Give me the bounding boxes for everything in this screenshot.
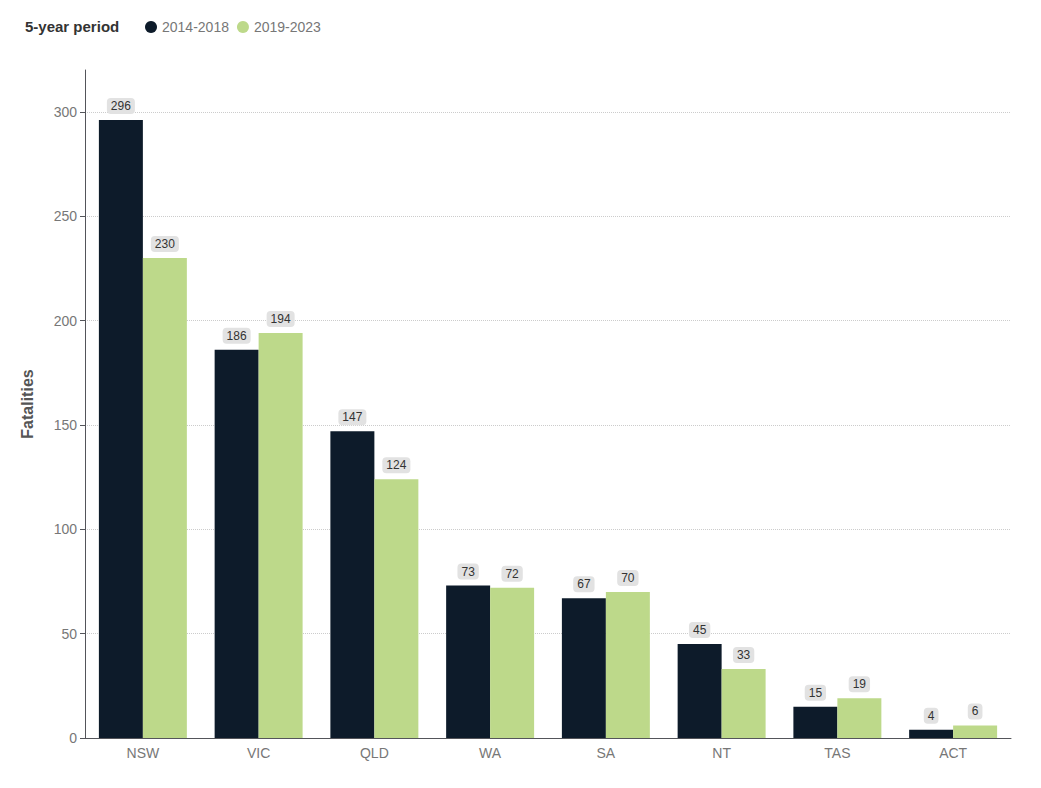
svg-text:2019-2023: 2019-2023 — [254, 19, 321, 35]
svg-text:296: 296 — [111, 99, 131, 113]
svg-text:VIC: VIC — [247, 745, 270, 761]
svg-text:45: 45 — [693, 623, 707, 637]
svg-text:6: 6 — [972, 704, 979, 718]
svg-text:ACT: ACT — [939, 745, 967, 761]
svg-text:4: 4 — [928, 709, 935, 723]
svg-text:NSW: NSW — [127, 745, 160, 761]
svg-text:33: 33 — [737, 648, 751, 662]
svg-text:186: 186 — [227, 329, 247, 343]
svg-text:250: 250 — [54, 208, 78, 224]
svg-text:124: 124 — [386, 458, 406, 472]
svg-text:67: 67 — [577, 577, 591, 591]
svg-text:5-year period: 5-year period — [25, 18, 119, 35]
svg-text:194: 194 — [271, 312, 291, 326]
svg-text:NT: NT — [712, 745, 731, 761]
svg-text:147: 147 — [342, 410, 362, 424]
svg-text:TAS: TAS — [824, 745, 850, 761]
svg-text:100: 100 — [54, 521, 78, 537]
svg-text:WA: WA — [479, 745, 502, 761]
svg-text:70: 70 — [621, 571, 635, 585]
svg-text:QLD: QLD — [360, 745, 389, 761]
svg-text:72: 72 — [505, 567, 519, 581]
svg-text:50: 50 — [61, 626, 77, 642]
svg-text:300: 300 — [54, 104, 78, 120]
svg-text:Fatalities: Fatalities — [19, 369, 36, 438]
svg-text:200: 200 — [54, 313, 78, 329]
svg-text:15: 15 — [809, 686, 823, 700]
svg-text:73: 73 — [461, 565, 475, 579]
svg-text:150: 150 — [54, 417, 78, 433]
svg-text:230: 230 — [155, 237, 175, 251]
svg-text:19: 19 — [853, 677, 867, 691]
svg-text:SA: SA — [597, 745, 616, 761]
svg-text:2014-2018: 2014-2018 — [162, 19, 229, 35]
svg-text:0: 0 — [69, 730, 77, 746]
